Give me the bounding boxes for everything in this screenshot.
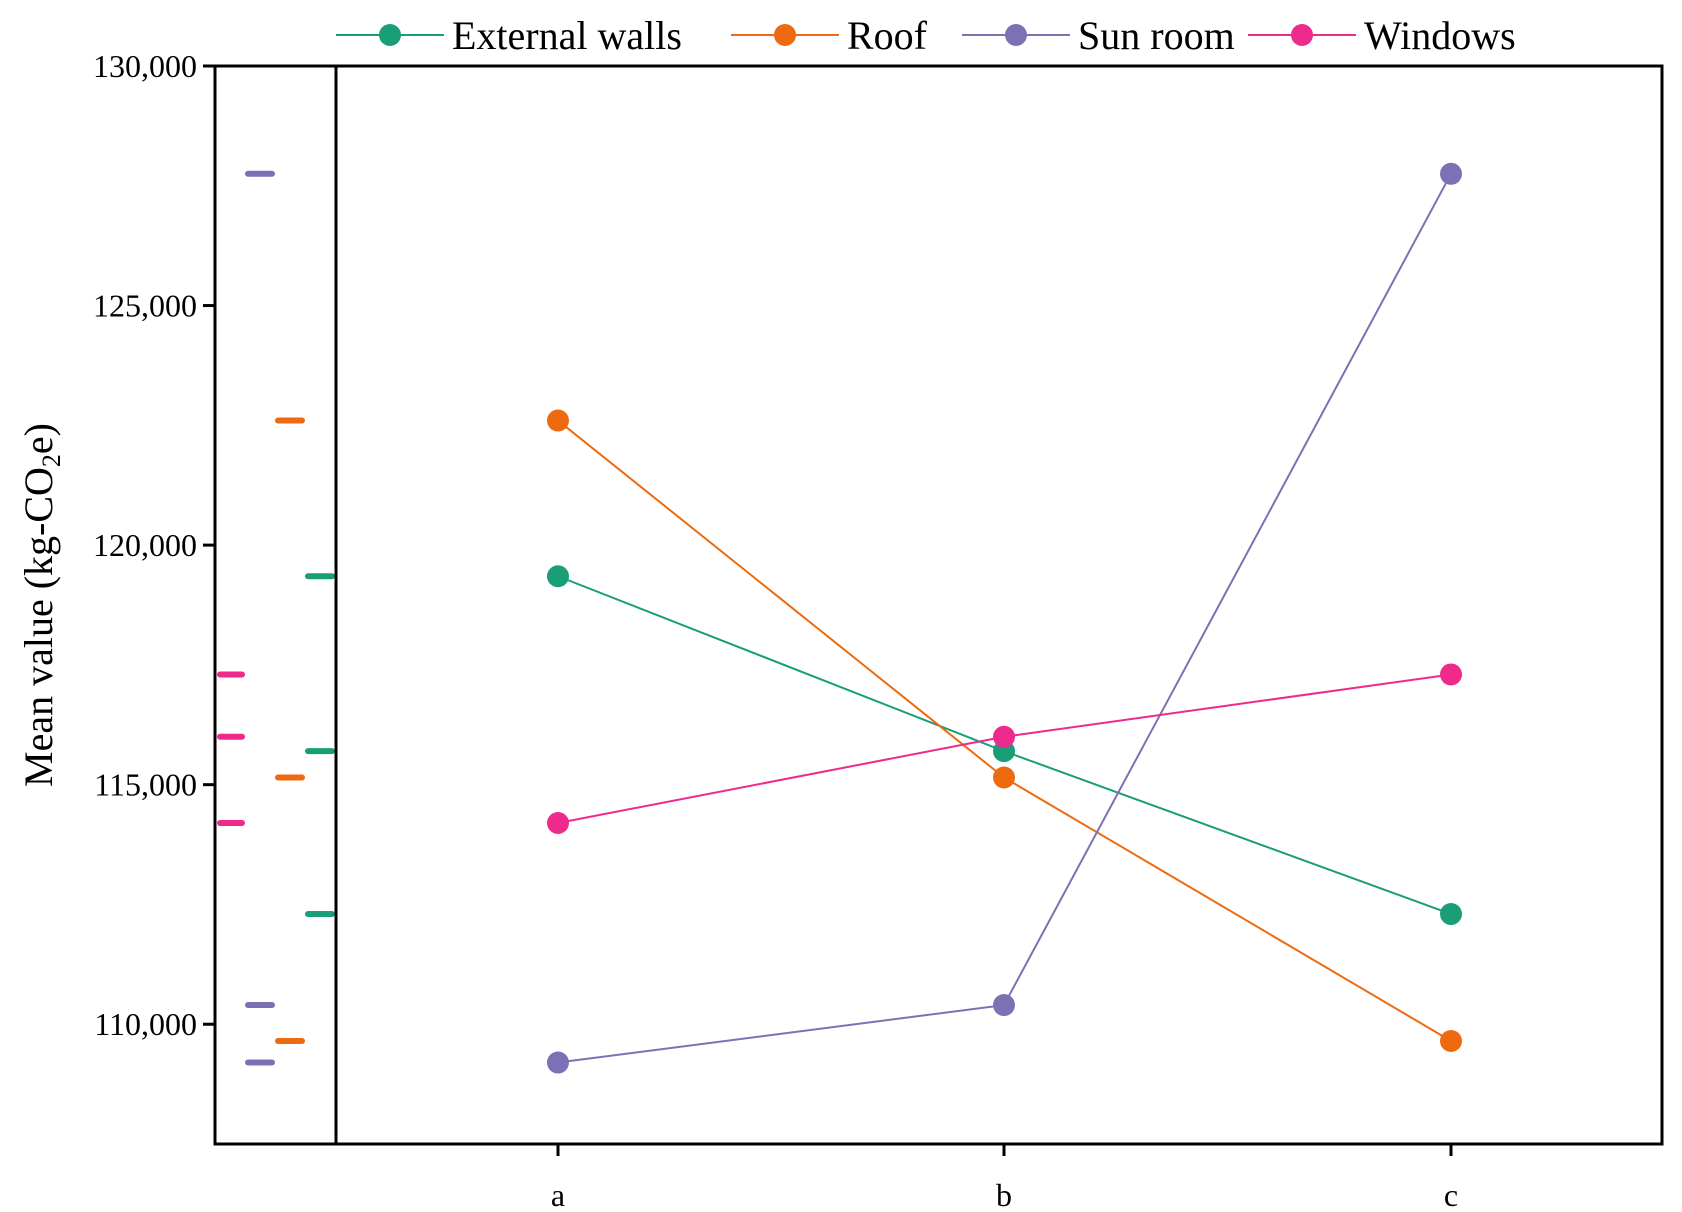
legend-item-sun-room: Sun room — [962, 13, 1235, 58]
data-point-sun-room-c — [1440, 162, 1462, 185]
legend-marker-sun-room — [1005, 24, 1027, 46]
x-tick-label: a — [551, 1177, 565, 1212]
data-point-sun-room-a — [547, 1051, 569, 1074]
legend-marker-roof — [774, 24, 796, 46]
y-tick-label: 125,000 — [93, 288, 197, 324]
legend-item-external-walls: External walls — [336, 13, 682, 58]
series-group — [547, 162, 1462, 1074]
y-axis-title-main: Mean value (kg-CO — [16, 467, 61, 787]
x-axis: a b c — [551, 1144, 1458, 1212]
legend-item-windows: Windows — [1248, 13, 1516, 58]
data-point-roof-b — [993, 766, 1015, 789]
y-tick-label: 115,000 — [94, 767, 197, 803]
legend-marker-external-walls — [379, 24, 401, 46]
y-axis-title: Mean value (kg-CO2e) — [16, 423, 66, 787]
series-roof — [547, 409, 1462, 1052]
data-point-external-walls-c — [1440, 903, 1462, 926]
legend-label-external-walls: External walls — [452, 13, 682, 58]
legend: External walls Roof Sun room Windows — [336, 13, 1516, 58]
data-point-sun-room-b — [993, 994, 1015, 1017]
y-tick-label: 130,000 — [93, 48, 197, 84]
data-point-windows-b — [993, 725, 1015, 748]
y-axis-title-subscript: 2 — [37, 454, 66, 467]
y-tick-label: 120,000 — [93, 527, 197, 563]
data-point-external-walls-a — [547, 565, 569, 588]
series-sun-room — [547, 162, 1462, 1074]
y-axis-title-suffix: e) — [16, 423, 61, 454]
x-tick-label: c — [1444, 1177, 1458, 1212]
legend-marker-windows — [1291, 24, 1313, 46]
data-point-windows-a — [547, 811, 569, 834]
legend-label-sun-room: Sun room — [1078, 13, 1235, 58]
x-tick-label: b — [996, 1177, 1012, 1212]
series-line-sun-room — [557, 173, 1452, 1064]
legend-label-windows: Windows — [1364, 13, 1516, 58]
rug-plot — [217, 170, 335, 1066]
series-windows — [547, 663, 1462, 834]
data-point-roof-c — [1440, 1029, 1462, 1052]
plot-frame — [213, 64, 1664, 1146]
data-point-roof-a — [547, 409, 569, 432]
legend-item-roof: Roof — [731, 13, 928, 58]
y-tick-label: 110,000 — [94, 1006, 197, 1042]
legend-label-roof: Roof — [847, 13, 928, 58]
data-point-windows-c — [1440, 663, 1462, 686]
y-axis: 110,000 115,000 120,000 125,000 130,000 — [93, 48, 215, 1042]
